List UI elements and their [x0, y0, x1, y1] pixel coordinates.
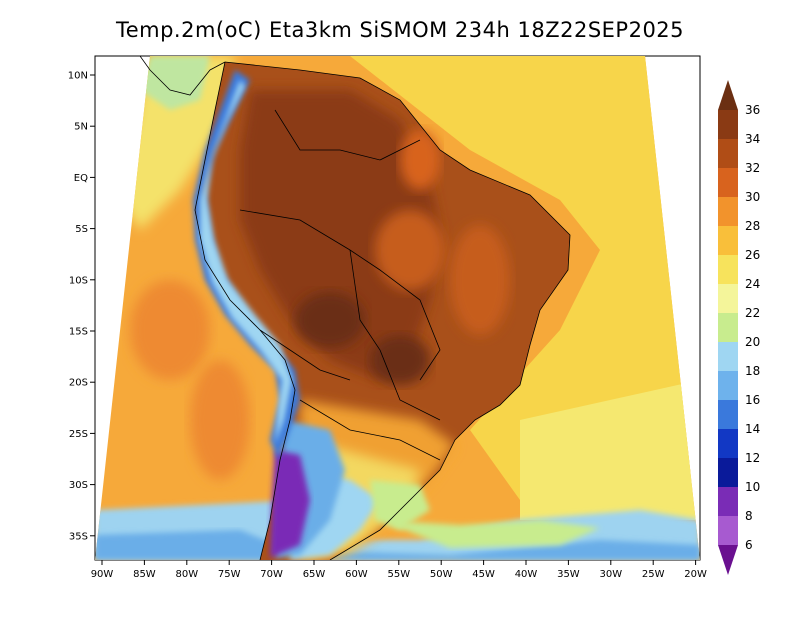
colorbar-label: 22 [745, 306, 760, 320]
colorbar-swatch [718, 168, 738, 197]
lat-tick-label: 35S [69, 531, 88, 542]
colorbar-label: 10 [745, 480, 760, 494]
colorbar-swatch [718, 139, 738, 168]
lon-tick-label: 90W [91, 569, 114, 580]
lon-tick-label: 45W [472, 569, 495, 580]
colorbar-label: 6 [745, 538, 753, 552]
lon-tick-label: 55W [387, 569, 410, 580]
colorbar-swatch [718, 226, 738, 255]
colorbar-bottom-arrow [718, 545, 738, 575]
colorbar-label: 24 [745, 277, 760, 291]
lat-tick-label: 15S [69, 327, 88, 338]
colorbar-swatch [718, 458, 738, 487]
colorbar-swatch [718, 284, 738, 313]
colorbar-label: 18 [745, 364, 760, 378]
colorbar-swatch [718, 197, 738, 226]
colorbar-swatch [718, 342, 738, 371]
colorbar-label: 20 [745, 335, 760, 349]
lon-tick-label: 65W [303, 569, 326, 580]
lon-tick-label: 30W [599, 569, 622, 580]
colorbar-swatch [718, 429, 738, 458]
lon-tick-label: 35W [557, 569, 580, 580]
colorbar-label: 32 [745, 161, 760, 175]
colorbar-top-arrow [718, 80, 738, 110]
colorbar-label: 36 [745, 103, 760, 117]
lon-tick-label: 70W [260, 569, 283, 580]
colorbar-swatch [718, 255, 738, 284]
colorbar-label: 28 [745, 219, 760, 233]
coastlines [139, 55, 571, 561]
longitude-axis: 90W 85W 80W 75W 70W 65W 60W 55W 50W 45W 40W 35W 30W 2… [91, 560, 707, 580]
colorbar-label: 34 [745, 132, 760, 146]
colorbar: 36 34 32 30 28 26 24 22 20 18 16 14 12 10 8 6 [718, 80, 760, 575]
colorbar-swatch [718, 400, 738, 429]
lat-tick-label: 5N [74, 122, 88, 133]
colorbar-label: 8 [745, 509, 753, 523]
lat-tick-label: 5S [75, 224, 88, 235]
temperature-field [95, 56, 700, 560]
colorbar-label: 30 [745, 190, 760, 204]
lon-tick-label: 40W [515, 569, 538, 580]
lon-tick-label: 85W [133, 569, 156, 580]
lon-tick-label: 20W [684, 569, 707, 580]
colorbar-swatch [718, 313, 738, 342]
lon-tick-label: 50W [430, 569, 453, 580]
lon-tick-label: 25W [642, 569, 665, 580]
lat-tick-label: EQ [74, 173, 88, 184]
map-title: Temp.2m(oC) Eta3km SiSMOM 234h 18Z22SEP2… [115, 18, 685, 42]
colorbar-label: 16 [745, 393, 760, 407]
colorbar-swatch [718, 110, 738, 139]
lon-tick-label: 75W [218, 569, 241, 580]
lat-tick-label: 10N [68, 71, 88, 82]
colorbar-label: 12 [745, 451, 760, 465]
lat-tick-label: 20S [69, 378, 88, 389]
colorbar-label: 14 [745, 422, 760, 436]
colorbar-swatch [718, 371, 738, 400]
lat-tick-label: 10S [69, 275, 88, 286]
lon-tick-label: 60W [345, 569, 368, 580]
colorbar-label: 26 [745, 248, 760, 262]
latitude-axis: 10N 5N EQ 5S 10S 15S 20S 25S 30S 35S [68, 71, 95, 542]
colorbar-swatch [718, 516, 738, 545]
lat-tick-label: 30S [69, 480, 88, 491]
colorbar-swatch [718, 487, 738, 516]
lat-tick-label: 25S [69, 429, 88, 440]
lon-tick-label: 80W [175, 569, 198, 580]
